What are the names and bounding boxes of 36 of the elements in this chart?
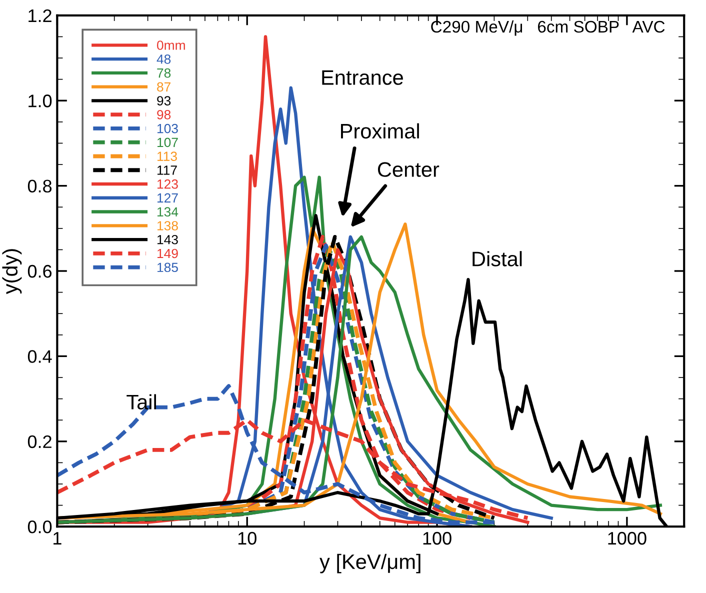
y-tick-label: 0.4 bbox=[28, 350, 52, 363]
legend-label: 48 bbox=[156, 54, 171, 64]
legend-label: 138 bbox=[157, 221, 178, 230]
y-tick-label: 1.2 bbox=[28, 9, 52, 22]
y-axis-title: y(dy) bbox=[2, 249, 22, 294]
y-tick-label: 0.6 bbox=[28, 264, 52, 278]
annotation: C290 MeV/μ 6cm SOBP AVC bbox=[431, 20, 665, 36]
y-tick-label: 0.8 bbox=[28, 180, 52, 193]
legend-label: 93 bbox=[157, 96, 171, 106]
legend-label: 103 bbox=[157, 124, 178, 134]
x-tick-label: 100 bbox=[423, 532, 452, 545]
annotation: Center bbox=[378, 162, 440, 177]
legend-label: 117 bbox=[157, 166, 177, 175]
annotation: Entrance bbox=[322, 70, 403, 85]
legend-label: 127 bbox=[157, 193, 178, 203]
legend-label: 134 bbox=[157, 207, 178, 217]
y-tick-label: 0.0 bbox=[28, 520, 52, 534]
legend-label: 149 bbox=[157, 248, 178, 258]
annotation: Distal bbox=[472, 251, 522, 266]
legend-label: 143 bbox=[157, 234, 178, 244]
legend-label: 113 bbox=[157, 152, 177, 161]
legend-label: 123 bbox=[157, 179, 178, 189]
legend-label: 0mm bbox=[156, 40, 185, 50]
legend-label: 78 bbox=[157, 68, 171, 78]
x-tick-label: 1 bbox=[54, 532, 62, 545]
annotation: Tail bbox=[126, 394, 156, 410]
annotation: Proximal bbox=[341, 123, 419, 139]
y-tick-label: 0.2 bbox=[28, 435, 52, 448]
x-axis-title: y [KeV/μm] bbox=[320, 554, 420, 574]
legend-label: 107 bbox=[157, 138, 178, 148]
legend-label: 185 bbox=[157, 262, 178, 272]
legend-label: 98 bbox=[157, 110, 171, 120]
y-tick-label: 1.0 bbox=[28, 94, 52, 108]
x-tick-label: 1000 bbox=[608, 532, 646, 545]
legend-label: 87 bbox=[157, 82, 170, 92]
x-tick-label: 10 bbox=[238, 532, 256, 545]
